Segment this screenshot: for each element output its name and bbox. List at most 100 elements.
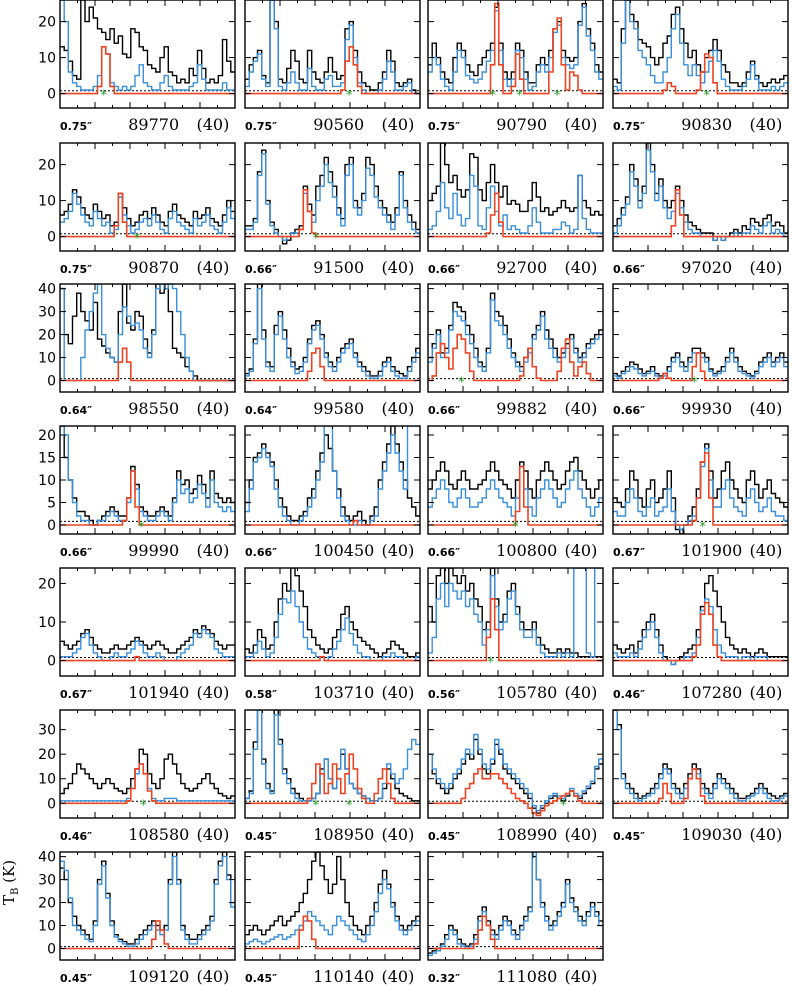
spectrum-panel: 0.64″ 99580 (40) bbox=[244, 283, 421, 418]
panel-plot-area bbox=[60, 625, 235, 662]
panel-plot-area bbox=[245, 149, 420, 245]
model-total-line bbox=[428, 733, 603, 812]
panel-frame bbox=[612, 0, 789, 109]
panel-plot-area bbox=[428, 143, 603, 238]
channel-label: (40) bbox=[382, 967, 415, 985]
frequency-label: 107280 bbox=[681, 683, 742, 702]
y-tick-label: 20 bbox=[38, 15, 56, 31]
observed-spectrum-line bbox=[245, 568, 420, 658]
spectrum-panel: * 0.75″ 90560 (40) bbox=[244, 0, 421, 134]
panel-frame bbox=[59, 851, 236, 961]
spectrum-panel: 0.58″ 103710 (40) bbox=[244, 567, 421, 702]
model-species-line bbox=[60, 470, 235, 526]
frequency-label: 90560 bbox=[313, 115, 364, 134]
channel-label: (40) bbox=[197, 683, 230, 702]
model-species-line bbox=[613, 189, 788, 238]
panel-plot-area bbox=[428, 456, 603, 526]
panel-plot-area bbox=[613, 0, 788, 95]
channel-label: (40) bbox=[750, 115, 783, 134]
panel-plot-area bbox=[245, 284, 420, 382]
model-total-line bbox=[613, 710, 788, 802]
observed-spectrum-line bbox=[60, 852, 235, 945]
y-axis-title-unit: (K) bbox=[0, 860, 18, 888]
channel-label: (40) bbox=[382, 683, 415, 702]
frequency-label: 109030 bbox=[681, 825, 742, 844]
transition-marker: * bbox=[704, 89, 711, 104]
y-tick-label: 20 bbox=[38, 576, 56, 592]
transition-marker: * bbox=[140, 798, 147, 813]
frequency-label: 108580 bbox=[128, 825, 189, 844]
channel-label: (40) bbox=[197, 399, 230, 418]
channel-label: (40) bbox=[197, 825, 230, 844]
model-species-line bbox=[613, 601, 788, 662]
y-tick-label: 15 bbox=[38, 451, 56, 467]
spectrum-panel: 0.45″ 110140 (40) bbox=[244, 851, 421, 985]
channel-label: (40) bbox=[197, 541, 230, 560]
observed-spectrum-line bbox=[60, 284, 235, 382]
beam-size-label: 0.32″ bbox=[428, 972, 460, 985]
model-species-line bbox=[245, 655, 420, 662]
channel-label: (40) bbox=[197, 967, 230, 985]
frequency-label: 90790 bbox=[496, 115, 547, 134]
observed-spectrum-line bbox=[428, 292, 603, 368]
frequency-label: 100450 bbox=[313, 541, 374, 560]
beam-size-label: 0.67″ bbox=[613, 546, 645, 559]
channel-label: (40) bbox=[565, 115, 598, 134]
beam-size-label: 0.66″ bbox=[613, 263, 645, 276]
y-tick-label: 5 bbox=[47, 496, 56, 512]
y-axis-title: TB (K) bbox=[0, 860, 21, 905]
beam-size-label: 0.75″ bbox=[245, 120, 277, 133]
y-tick-label: 10 bbox=[38, 919, 56, 935]
observed-spectrum-line bbox=[613, 0, 788, 88]
channel-label: (40) bbox=[382, 541, 415, 560]
observed-spectrum-line bbox=[60, 748, 235, 800]
channel-label: (40) bbox=[197, 115, 230, 134]
panel-plot-area bbox=[613, 575, 788, 666]
spectrum-panel: * 0 10 20 0.75″ 89770 (40) bbox=[38, 0, 236, 134]
panel-plot-area bbox=[613, 710, 788, 805]
y-tick-label: 10 bbox=[38, 194, 56, 210]
model-species-line bbox=[60, 46, 235, 95]
model-total-line bbox=[245, 426, 420, 526]
model-total-line bbox=[60, 284, 235, 382]
beam-size-label: 0.66″ bbox=[428, 263, 460, 276]
spectrum-panel: * 0.66″ 99882 (40) bbox=[427, 283, 604, 418]
y-axis-title-main: T bbox=[0, 895, 18, 905]
spectrum-panel: 0 10 20 30 40 0.45″ 109120 (40) bbox=[38, 850, 236, 985]
channel-label: (40) bbox=[382, 258, 415, 277]
panel-plot-area bbox=[428, 292, 603, 382]
transition-marker: * bbox=[101, 89, 108, 104]
model-species-line bbox=[60, 920, 235, 950]
beam-size-label: 0.66″ bbox=[428, 404, 460, 417]
channel-label: (40) bbox=[750, 258, 783, 277]
y-tick-label: 10 bbox=[38, 51, 56, 67]
channel-label: (40) bbox=[382, 399, 415, 418]
model-species-line bbox=[613, 352, 788, 382]
model-total-line bbox=[245, 878, 420, 945]
spectrum-panel: 0.46″ 107280 (40) bbox=[612, 567, 789, 702]
frequency-label: 89770 bbox=[128, 115, 179, 134]
y-tick-label: 30 bbox=[38, 723, 56, 739]
y-tick-label: 0 bbox=[47, 796, 56, 812]
model-total-line bbox=[613, 0, 788, 91]
channel-label: (40) bbox=[750, 399, 783, 418]
y-tick-label: 20 bbox=[38, 428, 56, 444]
transition-marker: * bbox=[313, 798, 320, 813]
model-total-line bbox=[613, 149, 788, 241]
channel-label: (40) bbox=[565, 541, 598, 560]
panel-plot-area bbox=[428, 2, 603, 95]
spectrum-panel: 0.66″ 100450 (40) bbox=[244, 425, 421, 560]
model-species-line bbox=[60, 347, 235, 382]
beam-size-label: 0.66″ bbox=[60, 546, 92, 559]
panel-plot-area bbox=[245, 426, 420, 526]
panel-plot-area bbox=[60, 0, 235, 95]
model-species-line bbox=[428, 333, 603, 382]
y-tick-label: 0 bbox=[47, 230, 56, 246]
model-total-line bbox=[245, 287, 420, 379]
beam-size-label: 0.45″ bbox=[613, 830, 645, 843]
model-species-line bbox=[60, 192, 235, 238]
frequency-label: 99882 bbox=[496, 399, 547, 418]
model-species-line bbox=[428, 915, 603, 950]
beam-size-label: 0.64″ bbox=[60, 404, 92, 417]
frequency-label: 111080 bbox=[496, 967, 557, 985]
